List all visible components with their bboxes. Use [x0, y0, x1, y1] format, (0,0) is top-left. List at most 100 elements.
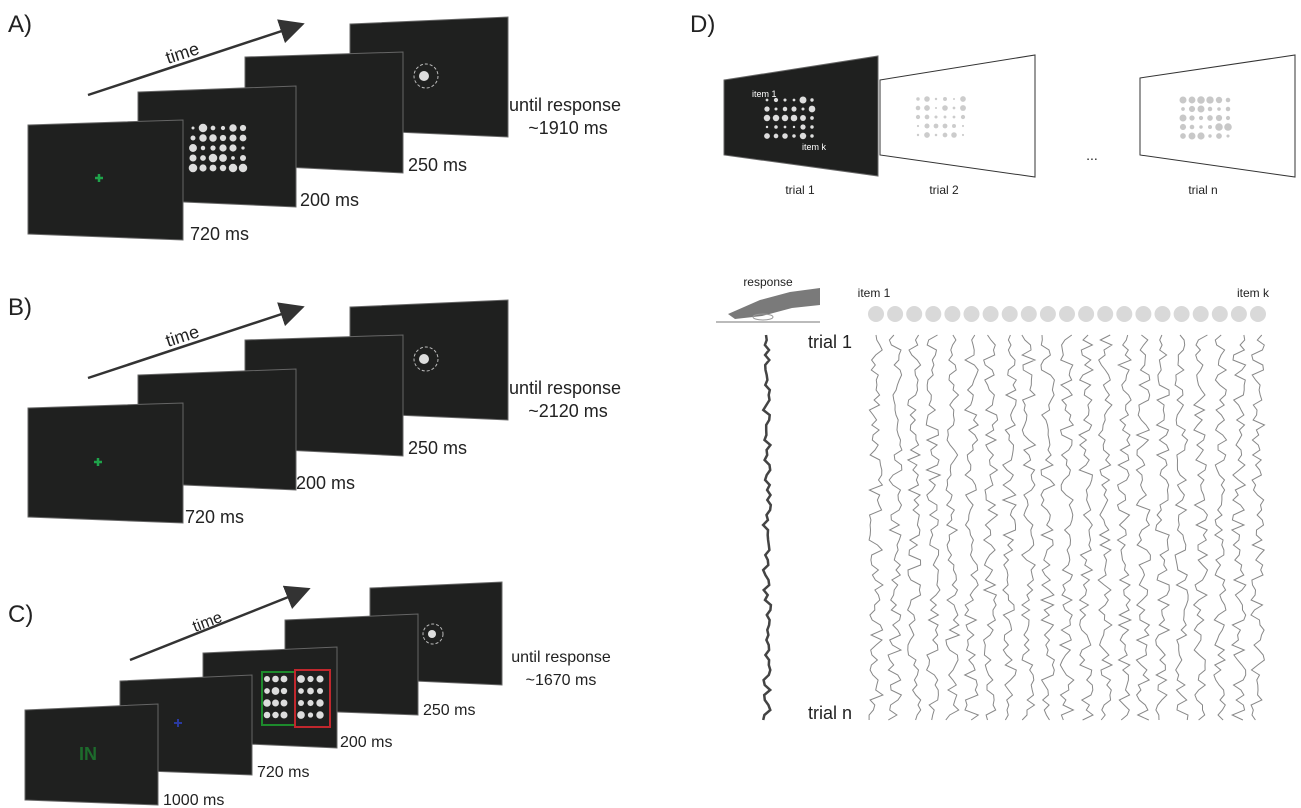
dot: [239, 164, 247, 172]
dot: [281, 676, 288, 683]
dot: [960, 96, 966, 102]
trace: [1136, 335, 1150, 720]
dot: [272, 712, 279, 719]
trace: [984, 335, 998, 720]
panel-c: C) time IN 1000 ms 720 ms 200 ms 250 ms …: [8, 582, 611, 808]
dot: [800, 124, 805, 129]
dot: [943, 133, 948, 138]
item-circle: [1116, 306, 1132, 322]
dot: [297, 675, 305, 683]
dot: [317, 688, 323, 694]
dot: [793, 126, 795, 128]
dot: [220, 135, 226, 141]
dot: [316, 711, 323, 718]
trace: [869, 335, 883, 720]
trial-label: trial 1: [785, 183, 815, 197]
dot: [1226, 98, 1231, 103]
final-duration: ~1910 ms: [528, 118, 608, 138]
dot: [307, 700, 313, 706]
item-circle: [906, 306, 922, 322]
dot: [209, 154, 218, 163]
trace: [1118, 335, 1132, 720]
trace: [1060, 335, 1074, 720]
arrow-label: time: [190, 609, 224, 636]
dot: [1215, 123, 1223, 131]
dot: [801, 107, 804, 110]
trace: [1003, 335, 1017, 720]
duration: 1000 ms: [163, 792, 224, 808]
item-circle: [1021, 306, 1037, 322]
dot: [951, 132, 957, 138]
panel-label: C): [8, 601, 33, 628]
duration: 250 ms: [408, 155, 467, 175]
final-duration: until response: [509, 95, 621, 115]
response-label: response: [743, 275, 793, 289]
item-circle: [1231, 306, 1247, 322]
trace: [946, 335, 960, 720]
dot: [1216, 115, 1222, 121]
item-label: item 1: [858, 286, 891, 300]
dot: [791, 115, 798, 122]
dot: [1208, 107, 1212, 111]
dot: [953, 116, 956, 119]
dot: [774, 134, 779, 139]
dot: [800, 133, 806, 139]
trace: [926, 335, 940, 720]
dot: [1197, 96, 1205, 104]
hand: [728, 288, 820, 319]
dot: [272, 676, 279, 683]
dot: [1226, 134, 1229, 137]
dot: [773, 115, 779, 121]
dot: [298, 688, 304, 694]
item-circle: [868, 306, 884, 322]
arrow-label: time: [163, 38, 202, 68]
dot: [1217, 107, 1221, 111]
dot: [924, 105, 930, 111]
dot: [962, 134, 964, 136]
dot: [935, 134, 938, 137]
item-circle: [1002, 306, 1018, 322]
duration: 720 ms: [190, 224, 249, 244]
dot: [925, 115, 930, 120]
duration: 250 ms: [423, 702, 475, 719]
item-circle: [944, 306, 960, 322]
dot: [280, 711, 287, 718]
trace: [965, 335, 979, 720]
dot: [1198, 106, 1205, 113]
dot: [943, 97, 947, 101]
trace: [1022, 335, 1036, 720]
dot: [766, 99, 769, 102]
dot: [1190, 125, 1195, 130]
dot: [1199, 116, 1203, 120]
dot: [189, 144, 197, 152]
dot: [774, 125, 778, 129]
dot: [229, 144, 236, 151]
item-label: item k: [802, 142, 827, 152]
panel-d: D) item 1 item k trial 1 trial 2 trial n…: [690, 11, 1295, 723]
dot: [1206, 96, 1213, 103]
dot: [944, 116, 947, 119]
trial-label: trial n: [1188, 183, 1217, 197]
dot: [1189, 115, 1194, 120]
arrow-label: time: [163, 321, 202, 351]
dot: [810, 134, 813, 137]
dot: [307, 688, 314, 695]
final-duration: until response: [511, 649, 611, 666]
response-trace: [763, 335, 771, 720]
item-circle: [1040, 306, 1056, 322]
dot: [281, 688, 287, 694]
item-circle: [1135, 306, 1151, 322]
dot: [1180, 97, 1187, 104]
dot: [231, 156, 235, 160]
dot: [935, 107, 937, 109]
dot: [201, 146, 205, 150]
trace: [1156, 335, 1170, 720]
dot: [229, 124, 236, 131]
trace: [1098, 335, 1112, 720]
probe-dot: [419, 354, 429, 364]
final-duration: ~1670 ms: [526, 672, 597, 689]
dot: [1189, 97, 1196, 104]
dot: [316, 675, 323, 682]
dot: [1208, 134, 1211, 137]
traces: [763, 306, 1266, 720]
